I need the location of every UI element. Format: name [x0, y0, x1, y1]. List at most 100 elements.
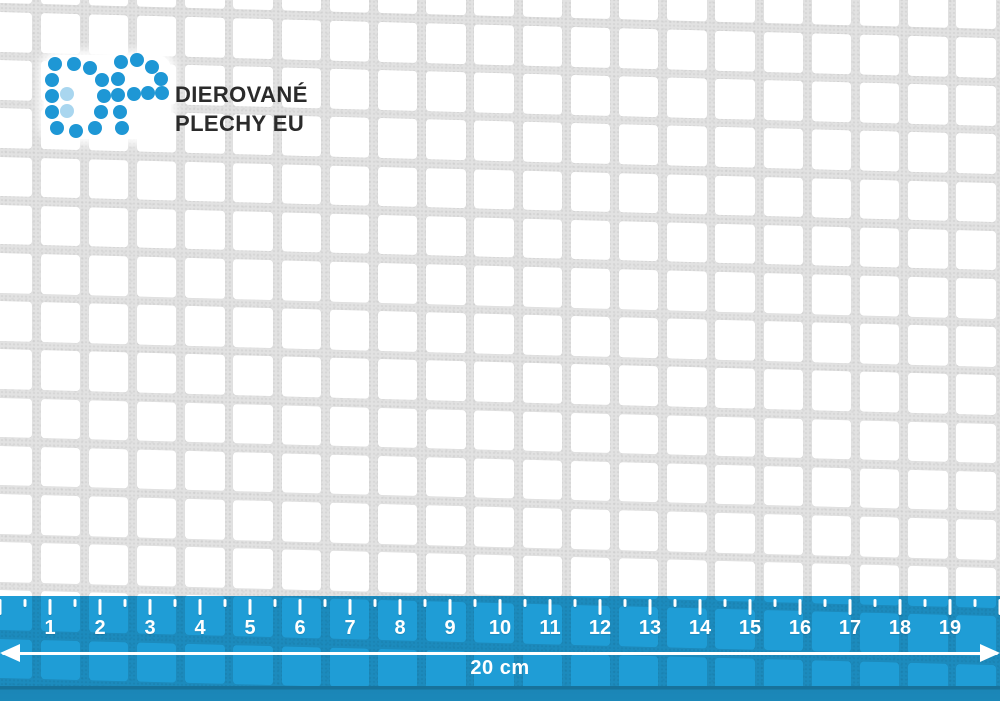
perforation-hole	[0, 252, 32, 294]
ruler-tick-minor	[973, 599, 977, 607]
perforation-hole	[811, 81, 852, 122]
perforation-hole	[859, 323, 900, 365]
perforation-hole	[859, 82, 900, 124]
ruler-tick-major	[298, 599, 302, 615]
perforation-hole	[136, 449, 177, 490]
perforation-hole	[136, 15, 177, 57]
perforation-hole	[715, 512, 755, 554]
perforation-hole	[377, 455, 418, 497]
perforation-hole	[329, 406, 370, 447]
ruler-number: 7	[344, 617, 356, 639]
perforation-hole	[233, 500, 273, 541]
perforation-hole	[859, 371, 900, 413]
perforation-hole	[426, 167, 466, 209]
ruler-tick-major	[698, 599, 702, 615]
perforation-hole	[0, 11, 32, 53]
perforation-hole	[0, 445, 32, 487]
perforation-hole	[474, 506, 514, 547]
perforation-hole	[136, 304, 177, 346]
perforation-hole	[667, 222, 707, 263]
perforation-hole	[618, 76, 659, 117]
perforation-hole	[908, 132, 948, 173]
ruler-marks: 20 cm 1 2 3 4 5 6 7 8 9 10 11 12 13 14 15 16 17 18 19	[0, 596, 1000, 701]
perforation-hole	[956, 181, 996, 223]
perforation-hole	[763, 369, 803, 410]
perforation-hole	[0, 204, 32, 246]
ruler-number: 4	[194, 617, 206, 639]
perforation-hole	[811, 322, 852, 363]
perforation-hole	[570, 267, 611, 309]
ruler-tick-major	[548, 599, 552, 615]
perforation-hole	[281, 308, 321, 350]
perforation-hole	[281, 356, 321, 398]
perforation-hole	[185, 306, 225, 347]
ruler-tick-minor	[323, 599, 327, 607]
perforation-hole	[811, 418, 852, 460]
perforation-hole	[715, 319, 755, 361]
perforation-hole	[474, 120, 514, 162]
perforation-hole	[426, 553, 466, 594]
ruler-tick-minor	[923, 599, 927, 607]
ruler-number: 11	[539, 617, 561, 639]
ruler-number: 14	[688, 617, 712, 639]
perforation-hole	[377, 70, 418, 111]
logo-dot	[113, 105, 127, 119]
logo-dot	[60, 87, 74, 101]
perforation-hole	[136, 497, 177, 539]
perforation-hole	[570, 460, 611, 502]
perforation-hole	[474, 169, 514, 210]
ruler-tick-major	[648, 599, 652, 615]
perforation-hole	[811, 467, 852, 508]
perforation-hole	[474, 0, 514, 17]
ruler-tick-major	[748, 599, 752, 615]
perforation-hole	[185, 16, 225, 58]
ruler-tick-minor	[873, 599, 877, 607]
perforation-hole	[715, 30, 755, 72]
logo-dot	[130, 53, 144, 67]
brand-name: DIEROVANÉ PLECHY EU	[175, 80, 308, 138]
perforation-hole	[329, 358, 370, 399]
perforation-hole	[956, 85, 996, 126]
logo-dot	[141, 86, 155, 100]
perforation-hole	[136, 545, 177, 587]
perforation-hole	[329, 309, 370, 351]
perforation-hole	[474, 72, 514, 114]
perforation-hole	[40, 302, 80, 343]
perforation-hole	[618, 365, 659, 407]
ruler-tick-major	[798, 599, 802, 615]
perforation-hole	[811, 33, 852, 74]
perforation-hole	[88, 544, 129, 586]
perforation-hole	[522, 314, 562, 356]
perforation-hole	[136, 208, 177, 249]
perforation-hole	[956, 422, 996, 464]
perforation-hole	[329, 261, 370, 303]
perforation-hole	[426, 23, 466, 64]
logo-dot	[45, 73, 59, 87]
ruler-number: 5	[244, 617, 256, 639]
perforation-hole	[329, 165, 370, 206]
perforation-hole	[426, 215, 466, 257]
perforation-hole	[0, 59, 32, 101]
perforation-hole	[667, 463, 707, 504]
ruler-tick-minor	[773, 599, 777, 607]
ruler-tick-major	[148, 599, 152, 615]
perforation-hole	[715, 127, 755, 168]
perforation-hole	[136, 352, 177, 394]
ruler-tick-major	[0, 599, 2, 615]
perforation-hole	[667, 125, 707, 167]
perforation-hole	[474, 410, 514, 451]
perforation-hole	[618, 221, 659, 262]
logo-dot	[114, 55, 128, 69]
perforation-hole	[0, 0, 32, 5]
perforation-hole	[40, 0, 80, 6]
perforation-hole	[88, 207, 129, 248]
perforation-hole	[0, 493, 32, 535]
perforation-hole	[763, 80, 803, 121]
perforation-hole	[136, 160, 177, 201]
perforation-hole	[281, 19, 321, 60]
ruler-tick-major	[48, 599, 52, 615]
perforation-hole	[522, 459, 562, 501]
arrowhead-right-icon	[980, 644, 1000, 662]
perforation-hole	[185, 209, 225, 251]
ruler-tick-minor	[173, 599, 177, 607]
